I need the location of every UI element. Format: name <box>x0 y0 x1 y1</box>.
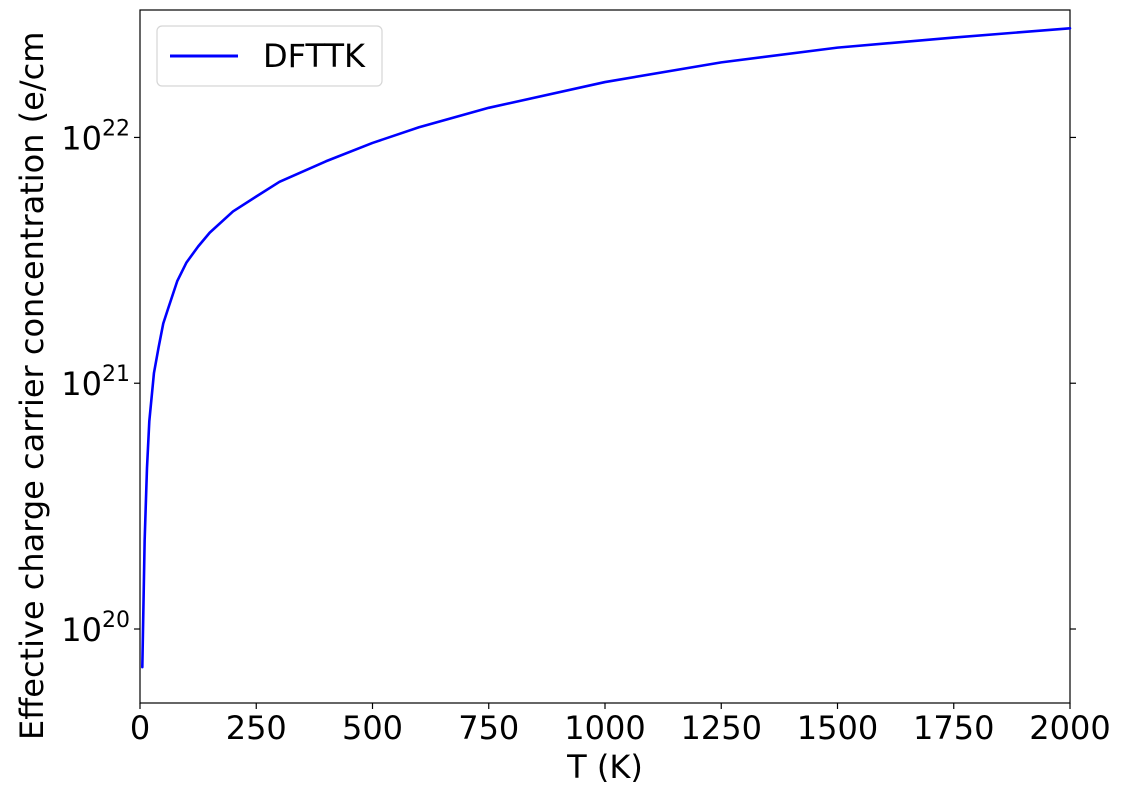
y-axis-ticks: 1020 1021 1022 <box>61 116 1076 649</box>
y-axis-label: Effective charge carrier concentration (… <box>13 32 51 740</box>
series-layer <box>141 26 1072 669</box>
x-tick-label: 250 <box>226 709 287 747</box>
x-axis-label: T (K) <box>566 748 643 786</box>
legend-label-dfttk: DFTTK <box>263 37 366 75</box>
x-tick-label: 1000 <box>564 709 645 747</box>
legend-box <box>156 25 383 87</box>
y-tick-label: 1020 <box>61 608 130 649</box>
y-tick-label: 1022 <box>61 116 130 157</box>
x-axis-ticks: 0 250 500 750 1000 1250 1500 1750 2000 <box>130 703 1111 747</box>
x-tick-label: 1500 <box>797 709 878 747</box>
x-tick-label: 750 <box>458 709 519 747</box>
plot-area <box>139 9 1071 704</box>
x-tick-label: 1750 <box>913 709 994 747</box>
x-tick-label: 500 <box>342 709 403 747</box>
series-line-dfttk <box>141 26 1072 669</box>
x-tick-label: 1250 <box>681 709 762 747</box>
y-tick-label: 1021 <box>61 362 130 403</box>
x-tick-label: 0 <box>130 709 150 747</box>
legend: DFTTK <box>156 25 383 87</box>
x-tick-label: 2000 <box>1029 709 1110 747</box>
